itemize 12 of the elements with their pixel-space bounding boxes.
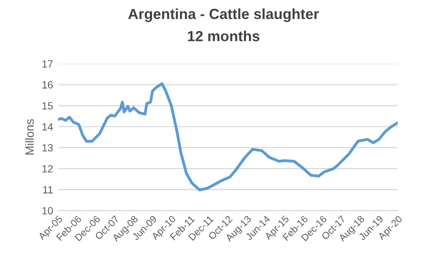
y-tick-label: 13	[42, 144, 53, 152]
y-tick-label: 12	[42, 165, 53, 172]
y-axis-title: Millons	[25, 119, 34, 155]
chart-title: Argentina - Cattle slaughter	[128, 8, 319, 22]
line-series	[58, 82, 398, 192]
y-tick-label: 14	[42, 123, 53, 130]
y-tick-label: 17	[42, 60, 53, 68]
y-tick-label: 15	[42, 102, 53, 110]
y-tick-label: 10	[42, 207, 53, 214]
y-tick-label: 11	[43, 186, 53, 194]
chart-subtitle: 12 months	[188, 30, 260, 42]
y-tick-label: 16	[42, 81, 53, 89]
